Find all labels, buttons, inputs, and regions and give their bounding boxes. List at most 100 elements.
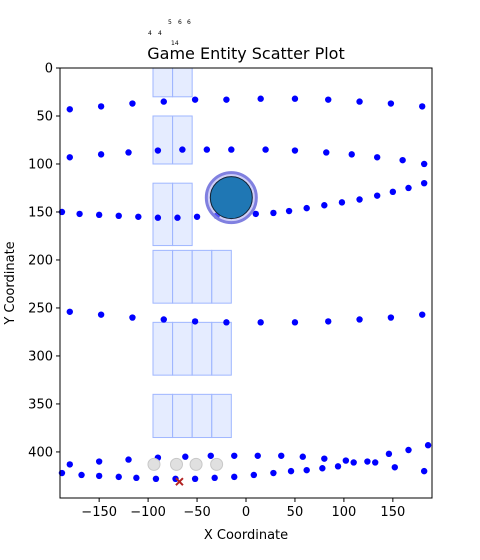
data-point — [231, 473, 238, 481]
data-point — [97, 311, 105, 318]
annotation-label: 4 — [158, 30, 162, 37]
annotation-label: 4 — [148, 30, 152, 37]
data-point — [154, 214, 162, 221]
data-point — [191, 96, 199, 103]
plot-frame — [59, 67, 433, 499]
data-point — [291, 147, 299, 154]
data-point — [405, 184, 412, 192]
data-point — [154, 147, 162, 154]
data-point — [291, 319, 299, 326]
data-point — [419, 311, 426, 318]
data-point — [254, 452, 261, 459]
data-point — [129, 314, 136, 321]
data-point — [125, 456, 132, 463]
data-point — [342, 457, 350, 464]
tile — [152, 393, 174, 439]
data-point — [97, 103, 105, 110]
data-point — [66, 154, 73, 161]
y-tick-label: 0 — [45, 62, 53, 77]
data-point — [364, 458, 371, 465]
tile — [152, 115, 174, 165]
data-point — [95, 458, 103, 465]
x-tick-label: −50 — [183, 505, 210, 520]
data-point — [389, 188, 397, 196]
data-point — [133, 474, 140, 482]
data-point — [191, 475, 199, 483]
data-point — [270, 209, 277, 217]
data-point — [257, 95, 264, 102]
data-point — [325, 318, 332, 325]
data-point — [97, 151, 105, 158]
data-point — [76, 210, 83, 218]
data-point — [203, 146, 211, 153]
data-point — [182, 453, 189, 460]
data-point — [319, 465, 326, 472]
data-point — [399, 156, 406, 164]
ghost-marker — [169, 457, 183, 471]
data-point — [231, 452, 238, 459]
data-point — [287, 467, 295, 475]
points-layer — [58, 95, 432, 486]
data-point — [321, 202, 328, 209]
x-tick-label: −150 — [81, 505, 117, 520]
data-point — [356, 98, 363, 105]
annotation-label: 6 — [178, 19, 182, 26]
data-point — [223, 319, 230, 326]
tile — [152, 182, 174, 247]
data-point — [66, 106, 73, 113]
tile — [172, 115, 193, 165]
data-point — [372, 459, 379, 466]
annotation-label: 5 — [168, 19, 172, 26]
tile — [211, 249, 232, 304]
x-tick-label: 100 — [331, 505, 356, 520]
y-tick-label: 200 — [28, 253, 53, 268]
x-tick-label: 150 — [380, 505, 405, 520]
data-point — [252, 210, 259, 218]
y-tick-label: 100 — [28, 157, 53, 172]
chart-title: Game Entity Scatter Plot — [147, 44, 344, 63]
data-point — [250, 471, 258, 479]
data-point — [325, 96, 332, 103]
tile — [172, 182, 193, 247]
data-point — [191, 318, 199, 325]
x-marker-stroke — [175, 477, 184, 486]
entity-marker — [209, 176, 253, 220]
y-tick-label: 50 — [36, 109, 53, 124]
data-point — [356, 196, 363, 203]
data-point — [338, 199, 346, 206]
ghost-marker — [210, 457, 224, 471]
data-point — [115, 212, 122, 220]
data-point — [303, 466, 310, 474]
data-point — [391, 464, 398, 471]
data-point — [348, 151, 355, 158]
data-point — [334, 463, 342, 470]
y-axis: 0 50 100 150 200 250 300 350 400 — [28, 62, 60, 460]
tile — [172, 67, 193, 98]
data-point — [160, 316, 167, 323]
data-point — [152, 475, 160, 483]
data-point — [95, 472, 103, 480]
y-tick-label: 250 — [28, 301, 53, 316]
data-point — [115, 473, 122, 481]
data-point — [223, 96, 230, 103]
ghost-marker — [147, 457, 161, 471]
tile — [191, 393, 213, 439]
data-point — [193, 213, 201, 220]
x-tick-label: 50 — [287, 505, 304, 520]
y-tick-label: 400 — [28, 445, 53, 460]
tile — [172, 321, 193, 376]
data-point — [387, 314, 395, 321]
y-tick-label: 300 — [28, 349, 53, 364]
data-point — [66, 308, 73, 315]
data-point — [270, 469, 277, 477]
data-point — [95, 211, 103, 219]
data-point — [135, 213, 142, 220]
y-tick-label: 350 — [28, 397, 53, 412]
x-axis-title: X Coordinate — [204, 528, 288, 543]
tile — [211, 393, 232, 439]
data-point — [420, 179, 428, 187]
tile — [172, 249, 193, 304]
data-point — [125, 149, 132, 156]
tile — [172, 393, 193, 439]
